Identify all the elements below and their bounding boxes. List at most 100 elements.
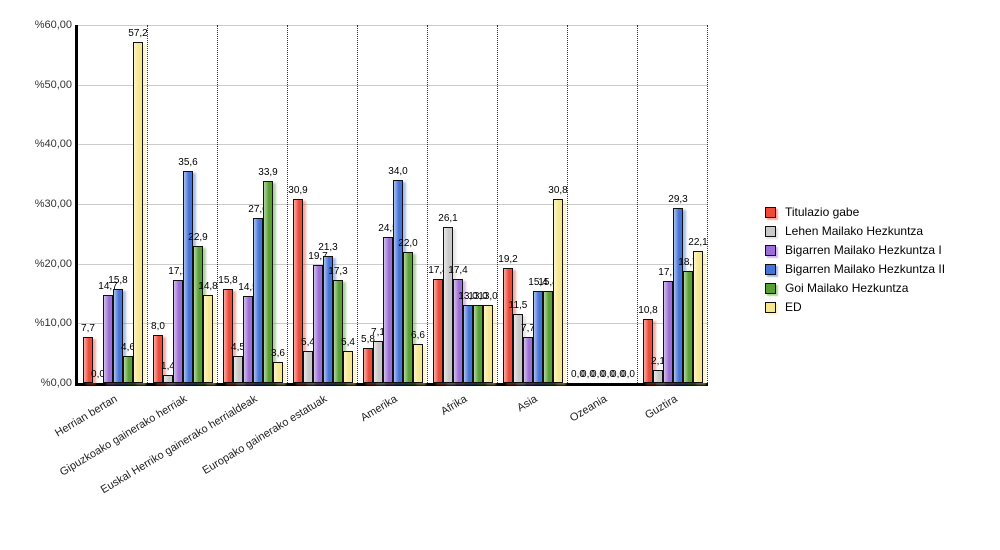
bar	[413, 344, 423, 383]
bar-value-label: 5,8	[361, 334, 375, 345]
bar-value-label: 14,5	[238, 282, 258, 293]
bar-value-label: 0,0	[581, 369, 595, 380]
bar-value-label: 30,8	[548, 185, 568, 196]
bar-value-label: 17,4	[428, 265, 448, 276]
legend-label: Bigarren Mailako Hezkuntza II	[785, 262, 946, 276]
bar-highlight	[674, 209, 682, 382]
legend-swatch-icon	[765, 302, 776, 313]
legend-item: Bigarren Mailako Hezkuntza I	[765, 244, 945, 257]
bar-highlight	[554, 200, 562, 382]
bar	[653, 370, 663, 383]
bar	[373, 341, 383, 383]
bar	[323, 256, 333, 383]
bar-highlight	[444, 228, 452, 382]
bar-highlight	[694, 252, 702, 382]
bar-highlight	[84, 338, 92, 382]
bar	[233, 356, 243, 383]
bar-value-label: 10,8	[638, 305, 658, 316]
bar-value-label: 19,7	[308, 251, 328, 262]
legend-label: ED	[785, 300, 802, 314]
bar-value-label: 11,5	[508, 300, 528, 311]
bar	[433, 279, 443, 383]
bar-highlight	[114, 290, 122, 382]
bar-highlight	[364, 349, 372, 382]
bar-value-label: 27,6	[248, 204, 268, 215]
bar	[313, 265, 323, 383]
legend-item: Titulazio gabe	[765, 206, 945, 219]
bar-value-label: 14,7	[98, 281, 118, 292]
bar-highlight	[254, 219, 262, 382]
category-separator	[497, 25, 498, 383]
bar	[443, 227, 453, 383]
bar	[153, 335, 163, 383]
bar-highlight	[234, 357, 242, 382]
x-tick-label: Asia	[514, 393, 540, 415]
category-separator	[637, 25, 638, 383]
bar-value-label: 2,1	[651, 356, 665, 367]
bar	[363, 348, 373, 383]
legend-item: Goi Mailako Hezkuntza	[765, 282, 945, 295]
gridline	[78, 144, 708, 145]
bar-value-label: 15,4	[538, 277, 558, 288]
bar-highlight	[104, 296, 112, 382]
legend-item: ED	[765, 301, 945, 314]
bar-value-label: 5,4	[341, 337, 355, 348]
bar-value-label: 30,9	[288, 185, 308, 196]
bar-highlight	[524, 338, 532, 382]
bar	[113, 289, 123, 383]
y-tick-label: %20,00	[34, 258, 72, 270]
bar-value-label: 7,1	[371, 327, 385, 338]
y-tick-label: %60,00	[34, 19, 72, 31]
bar	[393, 180, 403, 383]
bar	[333, 280, 343, 383]
bar-highlight	[654, 371, 662, 382]
bar-value-label: 17,2	[168, 266, 188, 277]
bar-value-label: 13,0	[458, 291, 478, 302]
category-separator	[567, 25, 568, 383]
bar-value-label: 13,0	[478, 291, 498, 302]
bar	[83, 337, 93, 383]
bar-highlight	[504, 269, 512, 382]
category-separator	[147, 25, 148, 383]
x-tick-label: Europako gainerako estatuak	[200, 393, 330, 477]
legend-label: Titulazio gabe	[785, 205, 860, 219]
bar	[503, 268, 513, 383]
bar-value-label: 34,0	[388, 166, 408, 177]
legend-swatch-icon	[765, 245, 776, 256]
bar	[453, 279, 463, 383]
legend-item: Bigarren Mailako Hezkuntza II	[765, 263, 945, 276]
bar	[293, 199, 303, 383]
bar	[183, 171, 193, 383]
bar-highlight	[434, 280, 442, 382]
legend-swatch-icon	[765, 283, 776, 294]
legend-swatch-icon	[765, 207, 776, 218]
bar-highlight	[184, 172, 192, 382]
legend-swatch-icon	[765, 226, 776, 237]
bar-value-label: 17,1	[658, 267, 678, 278]
bar	[103, 295, 113, 383]
bar-value-label: 5,4	[301, 337, 315, 348]
bar-highlight	[414, 345, 422, 382]
bar	[133, 42, 143, 383]
x-tick-label: Herrian bertan	[52, 393, 120, 440]
bar-value-label: 22,9	[188, 232, 208, 243]
bar	[463, 305, 473, 383]
bar	[533, 291, 543, 383]
bar	[253, 218, 263, 383]
bar	[203, 295, 213, 383]
bar	[543, 291, 553, 383]
bar	[403, 252, 413, 383]
x-tick-label: Guztira	[642, 393, 680, 422]
bar-highlight	[374, 342, 382, 382]
x-tick-label: Gipuzkoako gainerako herriak	[57, 393, 190, 479]
bar	[173, 280, 183, 383]
bar-highlight	[324, 257, 332, 382]
bar-highlight	[304, 352, 312, 382]
bar-highlight	[164, 376, 172, 382]
bar-highlight	[274, 363, 282, 382]
bar	[273, 362, 283, 383]
bar-value-label: 4,6	[121, 342, 135, 353]
bar-value-label: 33,9	[258, 167, 278, 178]
bar-highlight	[394, 181, 402, 382]
bar-highlight	[124, 357, 132, 382]
